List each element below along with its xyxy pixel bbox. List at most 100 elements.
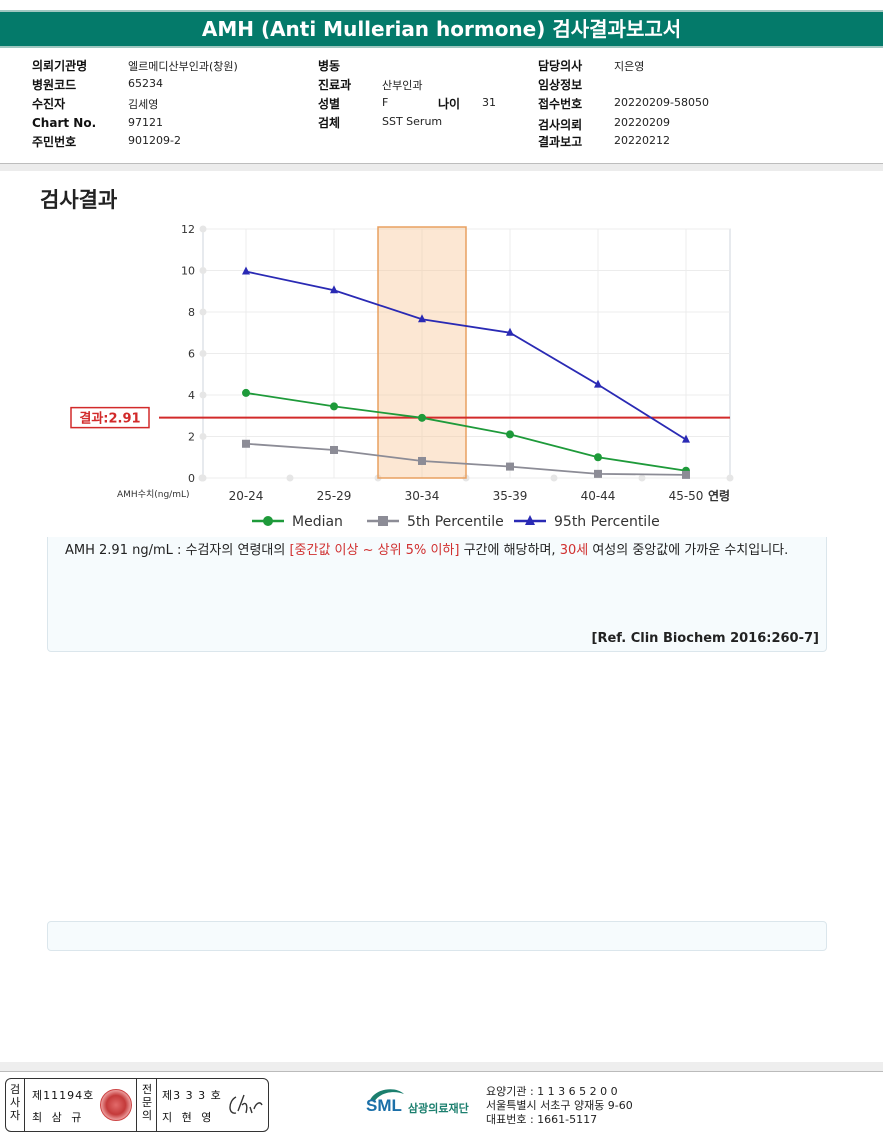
y-tick-label: 0 (188, 472, 195, 485)
amh-chart: 0 2 4 6 8 10 12 20-24 25-29 30-34 35-39 40-44 45-50 연… (70, 223, 734, 530)
info-value-age: 31 (482, 96, 496, 109)
legend-marker-5th-percentile (378, 516, 388, 526)
org-logo-text: SML (366, 1096, 402, 1115)
inspector-number: 제11194호 (32, 1089, 95, 1102)
reference-citation: [Ref. Clin Biochem 2016:260-7] (591, 631, 819, 646)
series-line-median (245, 392, 687, 472)
data-point-5th-percentile (330, 445, 338, 454)
data-point-95th-percentile (242, 266, 250, 275)
data-point-95th-percentile (506, 327, 514, 336)
info-label-report-date: 결과보고 (538, 135, 583, 149)
report-title: AMH (Anti Mullerian hormone) 검사결과보고서 (0, 10, 883, 48)
data-point-median (330, 402, 338, 411)
legend-label-median: Median (292, 514, 343, 530)
info-label-institution: 의뢰기관명 (32, 59, 88, 73)
sign-divider-2 (136, 1079, 137, 1131)
patient-info: 의뢰기관명 엘르메디산부인과(창원) 병원코드 65234 수진자 김세영 Ch… (0, 56, 883, 166)
org-code: 요양기관 : 1 1 3 6 5 2 0 0 (486, 1085, 618, 1098)
info-value-patient: 김세영 (128, 98, 159, 111)
org-logo: SML 삼광의료재단 (366, 1086, 486, 1126)
y-tick-dot (199, 225, 207, 233)
footer-divider (0, 1062, 883, 1072)
y-tick-label: 8 (188, 306, 195, 319)
x-tick-dot (638, 474, 646, 482)
sign-divider-1 (24, 1079, 25, 1131)
signature-icon (229, 1094, 263, 1114)
info-value-receipt-no: 20220209-58050 (614, 96, 709, 109)
comment-highlight-age: 30세 (559, 543, 589, 558)
info-value-doctor: 지은영 (614, 60, 645, 73)
y-tick-label: 12 (181, 223, 195, 236)
signature-box: 검사자 제11194호 최 삼 규 전문의 제3 3 3 호 지 현 영 (5, 1078, 269, 1132)
data-point-95th-percentile (594, 379, 602, 388)
x-tick-label: 20-24 (229, 489, 264, 503)
info-label-doctor: 담당의사 (538, 59, 583, 73)
data-point-median (506, 430, 514, 439)
data-point-95th-percentile (330, 285, 338, 294)
info-value-institution: 엘르메디산부인과(창원) (128, 60, 238, 73)
data-point-median (594, 453, 602, 462)
y-tick-label: 10 (181, 265, 195, 278)
y-tick-label: 4 (188, 389, 195, 402)
info-value-request-date: 20220209 (614, 116, 670, 129)
series-line-95th-percentile (245, 270, 687, 441)
info-value-chart-no: 97121 (128, 116, 163, 129)
inspector-name: 최 삼 규 (32, 1111, 85, 1124)
x-tick-label: 30-34 (405, 489, 440, 503)
data-point-5th-percentile (242, 439, 250, 448)
age-group-highlight (377, 226, 467, 479)
result-label: 결과:2.91 (79, 411, 140, 427)
y-tick-dot (199, 308, 207, 316)
info-label-clinical-info: 임상정보 (538, 78, 583, 92)
info-value-sex: F (382, 96, 389, 109)
doctor-number: 제3 3 3 호 (162, 1089, 222, 1102)
info-label-sex: 성별 (318, 97, 341, 111)
series-line-5th-percentile (245, 442, 687, 476)
info-label-receipt-no: 접수번호 (538, 97, 583, 111)
data-point-5th-percentile (682, 470, 690, 479)
x-tick-label: 40-44 (581, 489, 616, 503)
info-label-chart-no: Chart No. (32, 116, 97, 130)
y-tick-dot (199, 391, 207, 399)
x-tick-dot (198, 474, 206, 482)
info-value-specimen: SST Serum (382, 115, 443, 128)
info-divider (0, 163, 883, 171)
seal-stamp-icon (100, 1089, 132, 1121)
comment-text-1: AMH 2.91 ng/mL : 수검자의 연령대의 (65, 543, 290, 558)
x-tick-label: 25-29 (317, 489, 352, 503)
section-title: 검사결과 (40, 188, 118, 212)
info-value-report-date: 20220212 (614, 134, 670, 147)
comment-text-3: 여성의 중앙값에 가까운 수치입니다. (588, 543, 789, 558)
result-comment: AMH 2.91 ng/mL : 수검자의 연령대의 [중간값 이상 ~ 상위 … (65, 541, 815, 561)
x-tick-label: 35-39 (493, 489, 528, 503)
x-tick-label: 45-50 (669, 489, 704, 503)
legend-marker-median (263, 516, 273, 526)
y-tick-dot (199, 433, 207, 440)
data-point-5th-percentile (594, 469, 602, 478)
legend-label-5th-percentile: 5th Percentile (407, 514, 504, 530)
doctor-name: 지 현 영 (162, 1111, 215, 1124)
comment-text-2: 구간에 해당하며, (459, 543, 560, 558)
data-point-median (242, 388, 250, 397)
doctor-label: 전문의 (141, 1083, 153, 1122)
info-label-patient: 수진자 (32, 97, 66, 111)
org-phone: 대표번호 : 1661-5117 (486, 1113, 598, 1126)
info-value-department: 산부인과 (382, 79, 423, 92)
empty-panel (47, 921, 827, 951)
legend-label-95th-percentile: 95th Percentile (554, 514, 660, 530)
data-point-95th-percentile (418, 314, 426, 323)
info-label-ward: 병동 (318, 59, 341, 73)
comment-highlight-range: [중간값 이상 ~ 상위 5% 이하] (289, 543, 460, 558)
y-tick-dot (199, 267, 207, 274)
data-point-median (418, 413, 426, 422)
info-label-specimen: 검체 (318, 116, 341, 130)
info-value-hospital-code: 65234 (128, 77, 163, 90)
data-point-5th-percentile (418, 456, 426, 465)
org-address: 서울특별시 서초구 양재동 9-60 (486, 1099, 633, 1112)
info-label-request-date: 검사의뢰 (538, 118, 583, 132)
org-info: 요양기관 : 1 1 3 6 5 2 0 0 서울특별시 서초구 양재동 9-6… (486, 1085, 633, 1127)
info-label-age: 나이 (438, 97, 461, 111)
sml-swoosh-icon (370, 1089, 404, 1102)
x-tick-dot (726, 474, 734, 482)
y-axis-label: AMH수치(ng/mL) (117, 488, 190, 500)
